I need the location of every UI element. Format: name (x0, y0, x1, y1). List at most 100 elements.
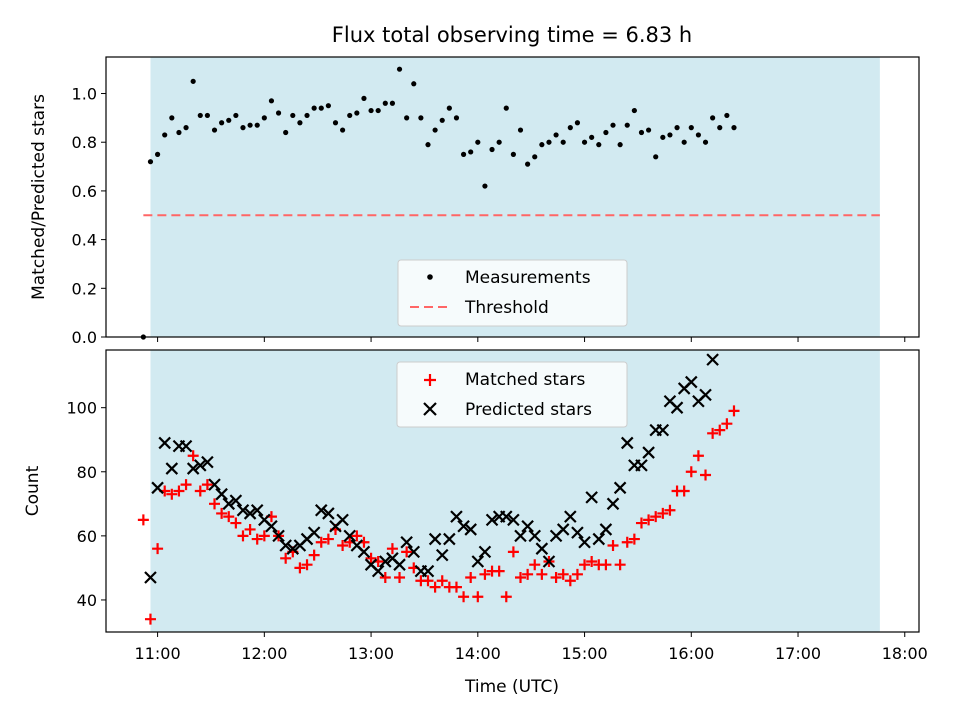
measurement-point (624, 122, 630, 128)
x-tick-label: 16:00 (668, 644, 714, 663)
matched-star-point (564, 575, 576, 587)
predicted-star-point (507, 513, 520, 527)
top-y-tick-label: 0.4 (72, 231, 97, 250)
x-tick-label: 18:00 (882, 644, 928, 663)
measurement-point (197, 112, 203, 119)
measurement-point (660, 134, 666, 140)
measurement-point (340, 127, 346, 133)
predicted-star-point (236, 503, 250, 517)
predicted-star-point (307, 526, 321, 539)
predicted-star-point (556, 523, 570, 536)
predicted-star-point (343, 529, 356, 543)
matched-star-point (294, 562, 306, 574)
legend-matched-label: Matched stars (465, 370, 585, 390)
predicted-star-point (478, 545, 492, 559)
matched-star-point (152, 543, 164, 555)
top-y-tick-label: 0.8 (72, 133, 97, 152)
matched-star-point (635, 517, 647, 529)
measurement-point (468, 149, 474, 155)
top-y-tick-label: 0.2 (72, 279, 97, 298)
matched-star-point (237, 530, 249, 542)
measurement-point (717, 125, 723, 131)
measurement-point (496, 139, 502, 145)
measurement-point (425, 142, 431, 148)
measurement-point (532, 154, 538, 160)
measurement-point (147, 159, 154, 165)
measurement-point (176, 129, 182, 136)
predicted-star-point (222, 497, 236, 511)
matched-star-point (166, 488, 178, 500)
top-x-ticks (157, 337, 906, 342)
matched-star-point (201, 479, 213, 491)
predicted-star-point (407, 545, 421, 559)
matched-star-point (493, 565, 505, 577)
measurement-point (460, 151, 467, 157)
predicted-star-point (400, 535, 413, 549)
predicted-star-point (535, 542, 549, 555)
measurement-point (603, 129, 609, 136)
measurement-point (631, 107, 637, 114)
measurement-point (596, 142, 602, 148)
matched-star-point (650, 511, 662, 523)
measurement-point (404, 115, 410, 121)
measurement-point (688, 125, 694, 131)
bottom-y-tick-label: 40 (77, 591, 97, 610)
count-panel: 40 60 80 100 11:00 12:00 13:00 14:00 15:00 16:00… (23, 349, 928, 697)
measurement-point (489, 146, 495, 153)
measurement-point (154, 151, 161, 157)
legend-matched-marker (424, 374, 436, 386)
top-axes-frame (105, 56, 920, 338)
predicted-star-point (571, 526, 584, 539)
predicted-star-point (706, 353, 719, 366)
measurement-point (411, 81, 417, 87)
legend-measurements-label: Measurements (465, 268, 591, 288)
measurement-point (517, 127, 524, 133)
measurement-point (297, 120, 303, 126)
measurement-point (475, 139, 481, 145)
predicted-star-point (393, 558, 406, 571)
predicted-star-point (158, 436, 171, 450)
bottom-axes-frame (105, 349, 920, 633)
top-y-axis: 0.0 0.2 0.4 0.6 0.8 1.0 (72, 85, 106, 347)
matched-star-point (144, 613, 156, 625)
predicted-star-point (450, 510, 463, 523)
bottom-y-axis-label: Count (23, 465, 43, 516)
measurement-point (389, 100, 396, 106)
predicted-star-point (428, 532, 442, 546)
measurement-point (645, 127, 652, 133)
measurement-point (681, 139, 687, 145)
bottom-legend: Matched stars Predicted stars (396, 361, 628, 428)
x-tick-label: 14:00 (455, 644, 501, 663)
predicted-star-point (371, 564, 385, 578)
measurement-point (710, 115, 716, 121)
predicted-star-point (208, 478, 221, 491)
matched-star-point (614, 559, 626, 571)
measurement-point (439, 117, 445, 123)
predicted-star-point (194, 459, 207, 472)
measurement-point (311, 105, 317, 111)
measurement-point (247, 122, 253, 128)
measurement-point (290, 112, 296, 119)
predicted-star-point (606, 497, 620, 511)
matched-star-point (700, 469, 712, 481)
predicted-star-point (485, 513, 499, 527)
measurement-point (219, 120, 225, 126)
measurement-point (446, 105, 452, 111)
matched-star-point (187, 450, 199, 462)
predicted-star-point (379, 555, 392, 568)
x-axis: 11:00 12:00 13:00 14:00 15:00 16:00 17:00 18:00 (135, 632, 928, 663)
measurement-point (674, 125, 680, 131)
matched-star-point (351, 530, 363, 542)
predicted-star-point (186, 462, 200, 475)
top-legend: Measurements Threshold (397, 259, 628, 327)
measurement-point (581, 139, 588, 145)
measurement-point (347, 112, 353, 119)
matched-star-point (137, 514, 149, 526)
ratio-panel: 0.0 0.2 0.4 0.6 0.8 1.0 Matched/Predicted sta… (29, 56, 920, 347)
predicted-star-point (578, 535, 591, 549)
predicted-star-point (514, 529, 527, 543)
measurement-point (233, 112, 239, 119)
matched-star-point (216, 507, 228, 519)
predicted-star-point (699, 388, 712, 402)
predicted-star-point (322, 507, 335, 520)
